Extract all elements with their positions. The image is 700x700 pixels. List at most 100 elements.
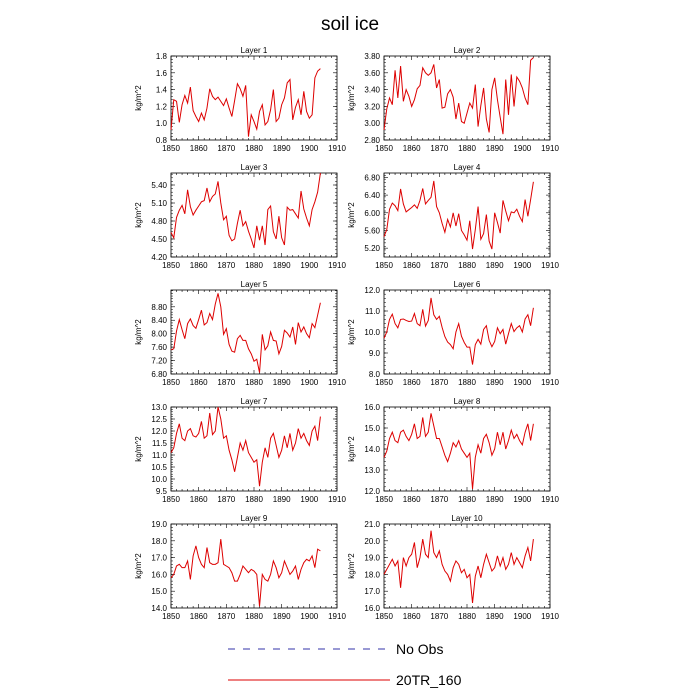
panel-7-ylabel: kg/m^2 — [134, 436, 143, 462]
panel-10-xtick-label-1850: 1850 — [375, 612, 393, 621]
panel-8-ytick-label-4: 16.0 — [364, 403, 380, 412]
panel-3-xtick-label-1890: 1890 — [273, 261, 291, 270]
panel-3-xtick-label-1870: 1870 — [217, 261, 235, 270]
panel-1-series-line-0 — [170, 68, 321, 137]
panel-3-ytick-label-3: 5.10 — [151, 199, 167, 208]
panel-9-ytick-label-5: 19.0 — [151, 520, 167, 529]
panel-2-ytick-label-5: 3.80 — [364, 52, 380, 61]
panel-10-ytick-label-0: 16.0 — [364, 604, 380, 613]
panel-5-xtick-label-1900: 1900 — [300, 378, 318, 387]
panel-1-xtick-label-1850: 1850 — [162, 144, 180, 153]
legend-label-20tr-160: 20TR_160 — [396, 672, 462, 688]
panel-1-ytick-label-0: 0.8 — [156, 136, 168, 145]
panel-1-ytick-label-4: 1.6 — [156, 69, 168, 78]
panel-2-xtick-label-1890: 1890 — [486, 144, 504, 153]
panel-9-xtick-label-1880: 1880 — [245, 612, 263, 621]
panel-4-ytick-label-0: 5.20 — [364, 244, 380, 253]
panel-6-xtick-label-1850: 1850 — [375, 378, 393, 387]
panel-5-series-line-0 — [170, 293, 321, 373]
panel-5-xtick-label-1870: 1870 — [217, 378, 235, 387]
panel-1-xtick-label-1910: 1910 — [328, 144, 346, 153]
panel-4-ytick-label-2: 6.00 — [364, 209, 380, 218]
panel-7: Layer 7 1850 1860 1870 1880 1890 1900 1910 9.5 10… — [134, 397, 346, 504]
figure-title: soil ice — [321, 14, 379, 35]
panel-9-ytick-label-4: 18.0 — [151, 537, 167, 546]
panel-2-xtick-label-1870: 1870 — [430, 144, 448, 153]
panel-2-ytick-label-4: 3.60 — [364, 69, 380, 78]
panel-9-ytick-label-1: 15.0 — [151, 587, 167, 596]
panel-7-ytick-label-5: 12.0 — [151, 427, 167, 436]
panel-7-ytick-label-0: 9.5 — [156, 487, 168, 496]
panel-2-xtick-label-1850: 1850 — [375, 144, 393, 153]
panel-2-xtick-label-1880: 1880 — [458, 144, 476, 153]
panel-1-xtick-label-1860: 1860 — [190, 144, 208, 153]
panel-1-ytick-label-5: 1.8 — [156, 52, 168, 61]
panel-1: Layer 1 1850 1860 1870 1880 1890 1900 1910 0.8 1.… — [134, 46, 346, 153]
panel-2-ytick-label-3: 3.40 — [364, 86, 380, 95]
panel-2-xtick-label-1910: 1910 — [541, 144, 559, 153]
panel-6-ytick-label-1: 9.0 — [369, 349, 381, 358]
panel-3-ytick-label-2: 4.80 — [151, 217, 167, 226]
panel-7-title: Layer 7 — [241, 397, 268, 406]
panel-2-ylabel: kg/m^2 — [347, 85, 356, 111]
panel-10-xtick-label-1900: 1900 — [513, 612, 531, 621]
panel-10-ytick-label-1: 17.0 — [364, 587, 380, 596]
panel-9-ylabel: kg/m^2 — [134, 553, 143, 579]
panel-10-ytick-label-2: 18.0 — [364, 570, 380, 579]
panel-1-frame — [170, 55, 338, 141]
panel-9-xtick-label-1870: 1870 — [217, 612, 235, 621]
panel-7-series-line-0 — [170, 406, 321, 487]
panel-1-ytick-label-3: 1.4 — [156, 86, 168, 95]
panel-4-xtick-label-1870: 1870 — [430, 261, 448, 270]
panel-7-xtick-label-1850: 1850 — [162, 495, 180, 504]
panel-10-series-line-0 — [383, 530, 534, 604]
panel-8-ytick-label-2: 14.0 — [364, 445, 380, 454]
panel-3-ytick-label-4: 5.40 — [151, 181, 167, 190]
panel-5-xtick-label-1860: 1860 — [190, 378, 208, 387]
panel-7-xtick-label-1910: 1910 — [328, 495, 346, 504]
panel-8-ytick-label-3: 15.0 — [364, 424, 380, 433]
panel-10-xtick-label-1870: 1870 — [430, 612, 448, 621]
panel-8-xtick-label-1900: 1900 — [513, 495, 531, 504]
panel-10-xtick-label-1880: 1880 — [458, 612, 476, 621]
panel-2-xtick-label-1860: 1860 — [403, 144, 421, 153]
panel-9-ytick-label-2: 16.0 — [151, 570, 167, 579]
panel-9-title: Layer 9 — [241, 514, 268, 523]
panel-3-xtick-label-1910: 1910 — [328, 261, 346, 270]
panel-9-series-line-0 — [170, 539, 321, 607]
panel-1-ytick-label-1: 1.0 — [156, 119, 168, 128]
legend-label-no-obs: No Obs — [396, 641, 443, 657]
panel-3-xtick-label-1860: 1860 — [190, 261, 208, 270]
panel-2-series-line-0 — [383, 57, 534, 135]
panel-6-xtick-label-1910: 1910 — [541, 378, 559, 387]
panel-9-ytick-label-0: 14.0 — [151, 604, 167, 613]
panel-4-xtick-label-1850: 1850 — [375, 261, 393, 270]
panel-7-xtick-label-1900: 1900 — [300, 495, 318, 504]
panel-9-xtick-label-1860: 1860 — [190, 612, 208, 621]
panel-6-xtick-label-1880: 1880 — [458, 378, 476, 387]
panel-1-xtick-label-1900: 1900 — [300, 144, 318, 153]
panels-container: Layer 1 1850 1860 1870 1880 1890 1900 1910 0.8 1.… — [134, 46, 559, 621]
panel-10-xtick-label-1860: 1860 — [403, 612, 421, 621]
panel-9-frame — [170, 523, 338, 609]
panel-5-ytick-label-3: 8.00 — [151, 330, 167, 339]
panel-4-ytick-label-4: 6.80 — [364, 173, 380, 182]
panel-7-ytick-label-3: 11.0 — [152, 451, 168, 460]
panel-7-xtick-label-1880: 1880 — [245, 495, 263, 504]
panel-9-xtick-label-1910: 1910 — [328, 612, 346, 621]
panel-5-ytick-label-0: 6.80 — [151, 370, 167, 379]
panel-6-title: Layer 6 — [454, 280, 481, 289]
panel-8-xtick-label-1910: 1910 — [541, 495, 559, 504]
panel-10-ytick-label-4: 20.0 — [364, 537, 380, 546]
panel-10-ytick-label-5: 21.0 — [364, 520, 380, 529]
panel-8-xtick-label-1880: 1880 — [458, 495, 476, 504]
panel-3-xtick-label-1880: 1880 — [245, 261, 263, 270]
panel-10-xtick-label-1910: 1910 — [541, 612, 559, 621]
panel-8-xtick-label-1870: 1870 — [430, 495, 448, 504]
panel-10: Layer 10 1850 1860 1870 1880 1890 1900 1910 16.0… — [347, 514, 559, 621]
panel-6-series-line-0 — [383, 297, 534, 365]
panel-4-ytick-label-1: 5.60 — [364, 226, 380, 235]
panel-4-xtick-label-1900: 1900 — [513, 261, 531, 270]
panel-4-xtick-label-1910: 1910 — [541, 261, 559, 270]
